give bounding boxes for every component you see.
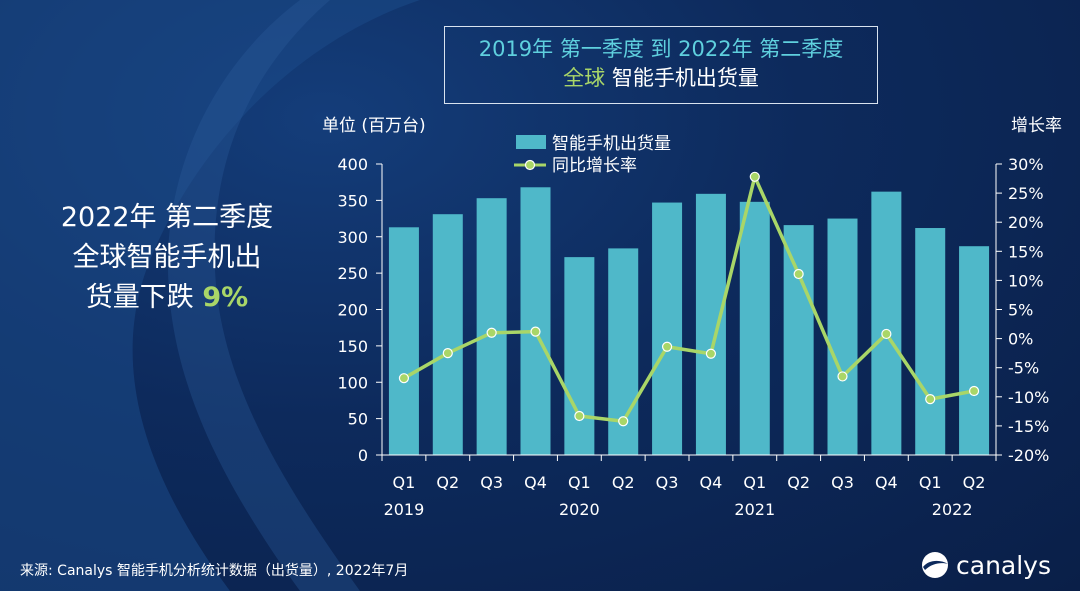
growth-point-1 (442, 348, 453, 359)
x-tick-label: Q1 (393, 473, 416, 492)
y-tick-label: 50 (348, 410, 368, 429)
growth-point-12 (925, 394, 936, 405)
headline-line3: 货量下跌 9% (22, 278, 312, 318)
y-tick-label: 300 (337, 228, 368, 247)
y2-tick-label: 5% (1008, 301, 1033, 320)
y2-tick-label: -15% (1008, 417, 1049, 436)
growth-point-2 (486, 327, 497, 338)
chart-title-accent: 全球 (563, 66, 606, 90)
y2-tick-label: 30% (1008, 155, 1044, 174)
chart-title-line1: 2019年 第一季度 到 2022年 第二季度 (478, 37, 844, 61)
bar-10 (827, 218, 858, 455)
y-tick-label: 400 (337, 155, 368, 174)
x-tick-label: Q2 (963, 473, 986, 492)
x-tick-label: Q2 (787, 473, 810, 492)
y2-tick-label: 0% (1008, 330, 1033, 349)
x-tick-label: Q2 (612, 473, 635, 492)
y-tick-label: 150 (337, 337, 368, 356)
legend-line-marker (524, 159, 536, 171)
chart-title-box: 2019年 第一季度 到 2022年 第二季度 全球 智能手机出货量 (444, 26, 878, 104)
x-tick-label: Q4 (700, 473, 723, 492)
y2-tick-label: -20% (1008, 446, 1049, 465)
legend-line-label: 同比增长率 (552, 156, 637, 176)
x-tick-label: Q1 (568, 473, 591, 492)
x-tick-label: Q4 (875, 473, 898, 492)
growth-point-7 (705, 348, 717, 359)
bar-8 (739, 201, 770, 455)
bar-9 (783, 225, 814, 455)
headline-line1: 2022年 第二季度 (60, 202, 274, 233)
y2-axis-label: 增长率 (1011, 116, 1062, 136)
y-tick-label: 0 (358, 446, 368, 465)
canalys-logo: canalys (920, 548, 1051, 582)
x-tick-label: Q3 (480, 473, 503, 492)
year-label: 2020 (559, 500, 600, 519)
growth-point-8 (749, 171, 760, 182)
y-tick-label: 200 (337, 301, 368, 320)
x-tick-label: Q3 (831, 473, 854, 492)
bar-12 (915, 228, 946, 455)
y2-tick-label: -10% (1008, 388, 1049, 407)
y2-tick-label: 10% (1008, 271, 1044, 290)
y-tick-label: 350 (337, 191, 368, 210)
growth-line (403, 175, 975, 423)
x-tick-label: Q1 (919, 473, 942, 492)
x-tick-label: Q4 (524, 473, 547, 492)
growth-point-3 (530, 326, 541, 337)
growth-point-4 (574, 410, 585, 422)
canalys-logo-icon (922, 552, 948, 578)
growth-point-11 (881, 328, 892, 340)
headline-line2: 全球智能手机出 (72, 242, 262, 273)
y2-tick-label: 20% (1008, 213, 1044, 232)
bar-7 (695, 193, 726, 455)
growth-point-0 (398, 373, 410, 384)
growth-point-10 (837, 371, 848, 382)
bar-2 (476, 198, 507, 455)
chart-title-rest: 智能手机出货量 (605, 66, 759, 90)
x-tick-label: Q1 (743, 473, 766, 492)
y2-tick-label: 25% (1008, 184, 1044, 203)
headline-line3-text: 货量下跌 (85, 282, 203, 313)
growth-point-5 (618, 416, 629, 427)
headline: 2022年 第二季度 全球智能手机出 货量下跌 9% (22, 198, 312, 318)
bar-1 (432, 214, 463, 455)
growth-point-9 (793, 268, 804, 280)
bar-0 (388, 227, 419, 455)
legend-bar-swatch (516, 135, 546, 149)
x-tick-label: Q3 (656, 473, 679, 492)
growth-point-6 (661, 341, 673, 352)
bar-3 (520, 187, 551, 455)
y2-tick-label: -5% (1008, 359, 1039, 378)
bar-4 (564, 257, 595, 455)
year-label: 2022 (932, 500, 973, 519)
y2-tick-label: 15% (1008, 242, 1044, 261)
chart-title-line2: 全球 智能手机出货量 (445, 64, 877, 93)
y-axis-label: 单位 (百万台) (322, 116, 426, 136)
legend-bar-label: 智能手机出货量 (552, 134, 671, 154)
source-note: 来源: Canalys 智能手机分析统计数据（出货量）, 2022年7月 (20, 563, 409, 579)
logo-text: canalys (956, 550, 1051, 580)
bar-11 (871, 191, 902, 455)
y-tick-label: 100 (337, 373, 368, 392)
year-label: 2019 (384, 500, 425, 519)
headline-highlight: 9% (202, 282, 249, 313)
growth-point-13 (968, 385, 980, 397)
y-tick-label: 250 (337, 264, 368, 283)
bar-13 (959, 246, 990, 455)
bar-6 (652, 202, 683, 455)
x-tick-label: Q2 (436, 473, 459, 492)
year-label: 2021 (734, 500, 775, 519)
